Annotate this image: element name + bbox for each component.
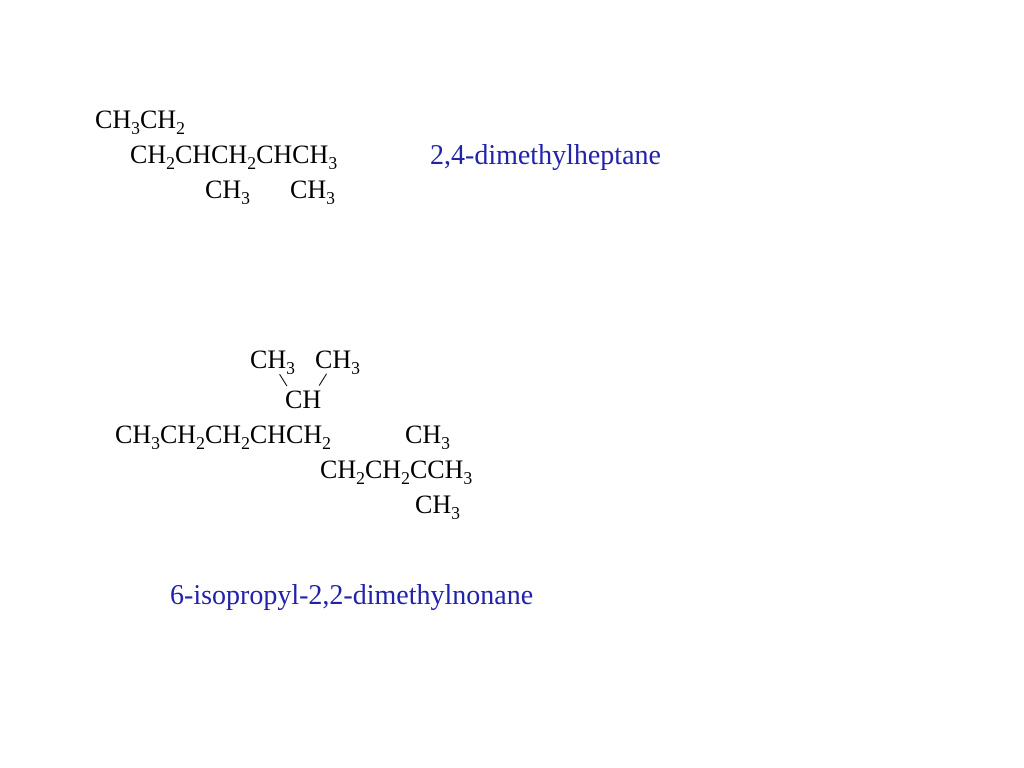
compound-2-line-6: CH2CH2CCH3 (320, 455, 472, 485)
compound-2-name: 6-isopropyl-2,2-dimethylnonane (170, 580, 533, 612)
bond-isopropyl-right (319, 373, 327, 385)
compound-2-line-4: CH3CH2CH2CHCH2 (115, 420, 331, 450)
compound-1-line-1: CH3CH2 (95, 105, 185, 135)
compound-2-line-7: CH3 (415, 490, 460, 520)
compound-2-line-1: CH3 (250, 345, 295, 375)
compound-1-line-4: CH3 (290, 175, 335, 205)
compound-1-line-2: CH2CHCH2CHCH3 (130, 140, 337, 170)
slide-canvas: CH3CH2 CH2CHCH2CHCH3 CH3 CH3 2,4-dimethy… (0, 0, 1024, 768)
compound-1-name: 2,4-dimethylheptane (430, 140, 661, 172)
compound-2-line-2: CH3 (315, 345, 360, 375)
compound-2-line-3: CH (285, 385, 321, 415)
compound-2-line-5: CH3 (405, 420, 450, 450)
compound-1-line-3: CH3 (205, 175, 250, 205)
